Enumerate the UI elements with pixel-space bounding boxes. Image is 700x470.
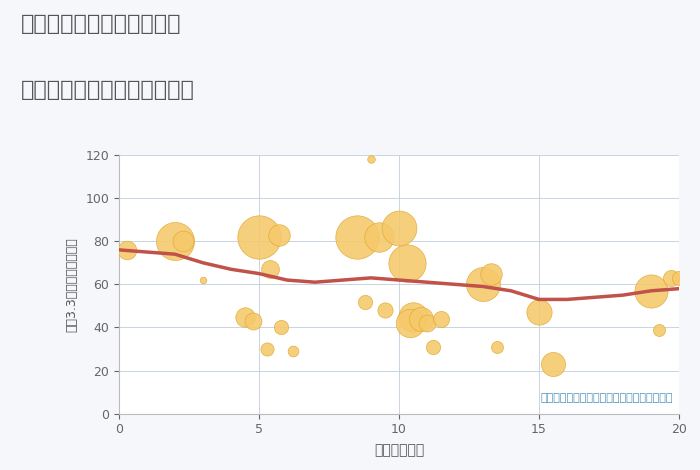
Point bbox=[486, 270, 497, 277]
Point bbox=[673, 274, 685, 282]
Point bbox=[421, 320, 433, 327]
Text: 三重県伊賀市希望ヶ丘西の: 三重県伊賀市希望ヶ丘西の bbox=[21, 14, 181, 34]
Point bbox=[491, 343, 503, 351]
Point bbox=[178, 237, 189, 245]
Point bbox=[265, 266, 276, 273]
Point bbox=[477, 281, 489, 288]
Point bbox=[360, 298, 371, 306]
Point bbox=[253, 233, 265, 241]
Point bbox=[248, 317, 259, 325]
Point bbox=[273, 231, 284, 239]
Point bbox=[374, 233, 385, 241]
Point bbox=[122, 246, 133, 254]
Point bbox=[197, 276, 209, 284]
Point bbox=[665, 274, 676, 282]
Point bbox=[435, 315, 447, 322]
Point bbox=[547, 360, 559, 368]
Point bbox=[262, 345, 273, 352]
Y-axis label: 坪（3.3㎡）単価（万円）: 坪（3.3㎡）単価（万円） bbox=[66, 237, 78, 332]
Text: 円の大きさは、取引のあった物件面積を示す: 円の大きさは、取引のあった物件面積を示す bbox=[541, 393, 673, 403]
Point bbox=[379, 306, 391, 314]
Point bbox=[405, 320, 416, 327]
Point bbox=[645, 287, 657, 295]
Point bbox=[407, 313, 419, 321]
Point bbox=[427, 343, 438, 351]
Point bbox=[416, 315, 427, 322]
Point bbox=[402, 259, 413, 266]
Point bbox=[169, 237, 181, 245]
Point bbox=[287, 347, 298, 355]
Point bbox=[365, 156, 377, 163]
Point bbox=[351, 233, 363, 241]
Text: 駅距離別中古マンション価格: 駅距離別中古マンション価格 bbox=[21, 80, 195, 100]
Point bbox=[276, 324, 287, 331]
Point bbox=[654, 326, 665, 333]
Point bbox=[393, 225, 405, 232]
Point bbox=[239, 313, 251, 321]
X-axis label: 駅距離（分）: 駅距離（分） bbox=[374, 443, 424, 457]
Point bbox=[533, 309, 545, 316]
